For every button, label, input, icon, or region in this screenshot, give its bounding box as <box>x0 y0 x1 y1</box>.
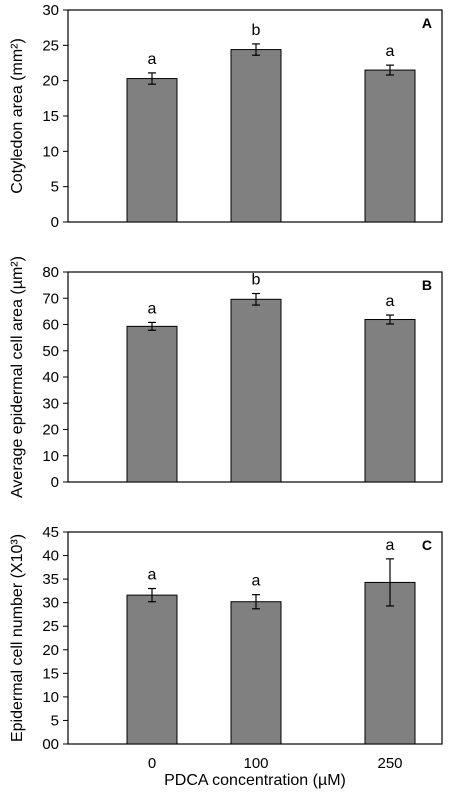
significance-letter-a-0: a <box>148 51 157 68</box>
significance-letter-c-0: a <box>148 567 157 584</box>
y-axis-title-b: Average epidermal cell area (µm²) <box>9 256 26 498</box>
y-tick-label-c: 45 <box>42 524 59 541</box>
significance-letter-a-1: b <box>252 22 261 39</box>
bar-b-2 <box>364 319 416 483</box>
y-tick-label-a: 20 <box>42 73 59 90</box>
y-tick-label-b: 10 <box>42 448 59 465</box>
y-tick-label-c: 15 <box>42 665 59 682</box>
panel-label-a: A <box>422 15 432 31</box>
significance-letter-a-2: a <box>386 43 395 60</box>
y-tick-label-b: 50 <box>42 343 59 360</box>
y-tick-label-b: 40 <box>42 369 59 386</box>
y-tick-label-c: 20 <box>42 642 59 659</box>
y-tick-label-c: 35 <box>42 571 59 588</box>
y-tick-label-c: 5 <box>51 712 59 729</box>
y-tick-label-c: 30 <box>42 595 59 612</box>
y-tick-label-c: 40 <box>42 548 59 565</box>
bar-a-0 <box>126 78 178 223</box>
y-tick-label-a: 5 <box>51 179 59 196</box>
bar-c-0 <box>126 594 178 745</box>
y-tick-label-c: 00 <box>42 736 59 753</box>
panel-c: 00 5 10 15 20 25 30 35 40 45 Epidermal cell number… <box>9 524 443 772</box>
bar-b-1 <box>230 298 282 483</box>
y-tick-label-a: 10 <box>42 143 59 160</box>
bar-a-2 <box>364 69 416 223</box>
y-tick-label-b: 30 <box>42 395 59 412</box>
bar-c-1 <box>230 601 282 745</box>
y-tick-label-b: 0 <box>51 474 59 491</box>
y-tick-label-b: 70 <box>42 290 59 307</box>
significance-letter-c-2: a <box>386 537 395 554</box>
y-tick-label-b: 80 <box>42 264 59 281</box>
y-axis-title-a: Cotyledon area (mm²) <box>9 38 26 194</box>
panel-b: 0 10 20 30 40 50 60 70 80 Average epidermal cell … <box>9 256 443 498</box>
x-tick-label-1: 100 <box>243 755 268 772</box>
bar-c-2 <box>364 581 416 745</box>
significance-letter-b-1: b <box>252 272 261 289</box>
y-tick-label-c: 10 <box>42 689 59 706</box>
panel-a: 0 5 10 15 20 25 30 Cotyledon area (mm²) Aa b a <box>9 2 443 231</box>
y-axis-title-c: Epidermal cell number (X10³) <box>9 534 26 742</box>
panel-label-c: C <box>422 537 432 553</box>
y-tick-label-c: 25 <box>42 618 59 635</box>
significance-letter-c-1: a <box>252 573 261 590</box>
y-tick-label-a: 15 <box>42 108 59 125</box>
bar-a-1 <box>230 49 282 223</box>
x-axis-title: PDCA concentration (µM) <box>164 772 346 789</box>
y-tick-label-a: 30 <box>42 2 59 19</box>
x-tick-label-2: 250 <box>377 755 402 772</box>
y-tick-label-a: 25 <box>42 37 59 54</box>
y-tick-label-a: 0 <box>51 214 59 231</box>
significance-letter-b-2: a <box>386 293 395 310</box>
x-tick-label-0: 0 <box>148 755 156 772</box>
bar-b-0 <box>126 325 178 483</box>
significance-letter-b-0: a <box>148 300 157 317</box>
panel-label-b: B <box>422 277 432 293</box>
y-tick-label-b: 60 <box>42 317 59 334</box>
y-tick-label-b: 20 <box>42 422 59 439</box>
